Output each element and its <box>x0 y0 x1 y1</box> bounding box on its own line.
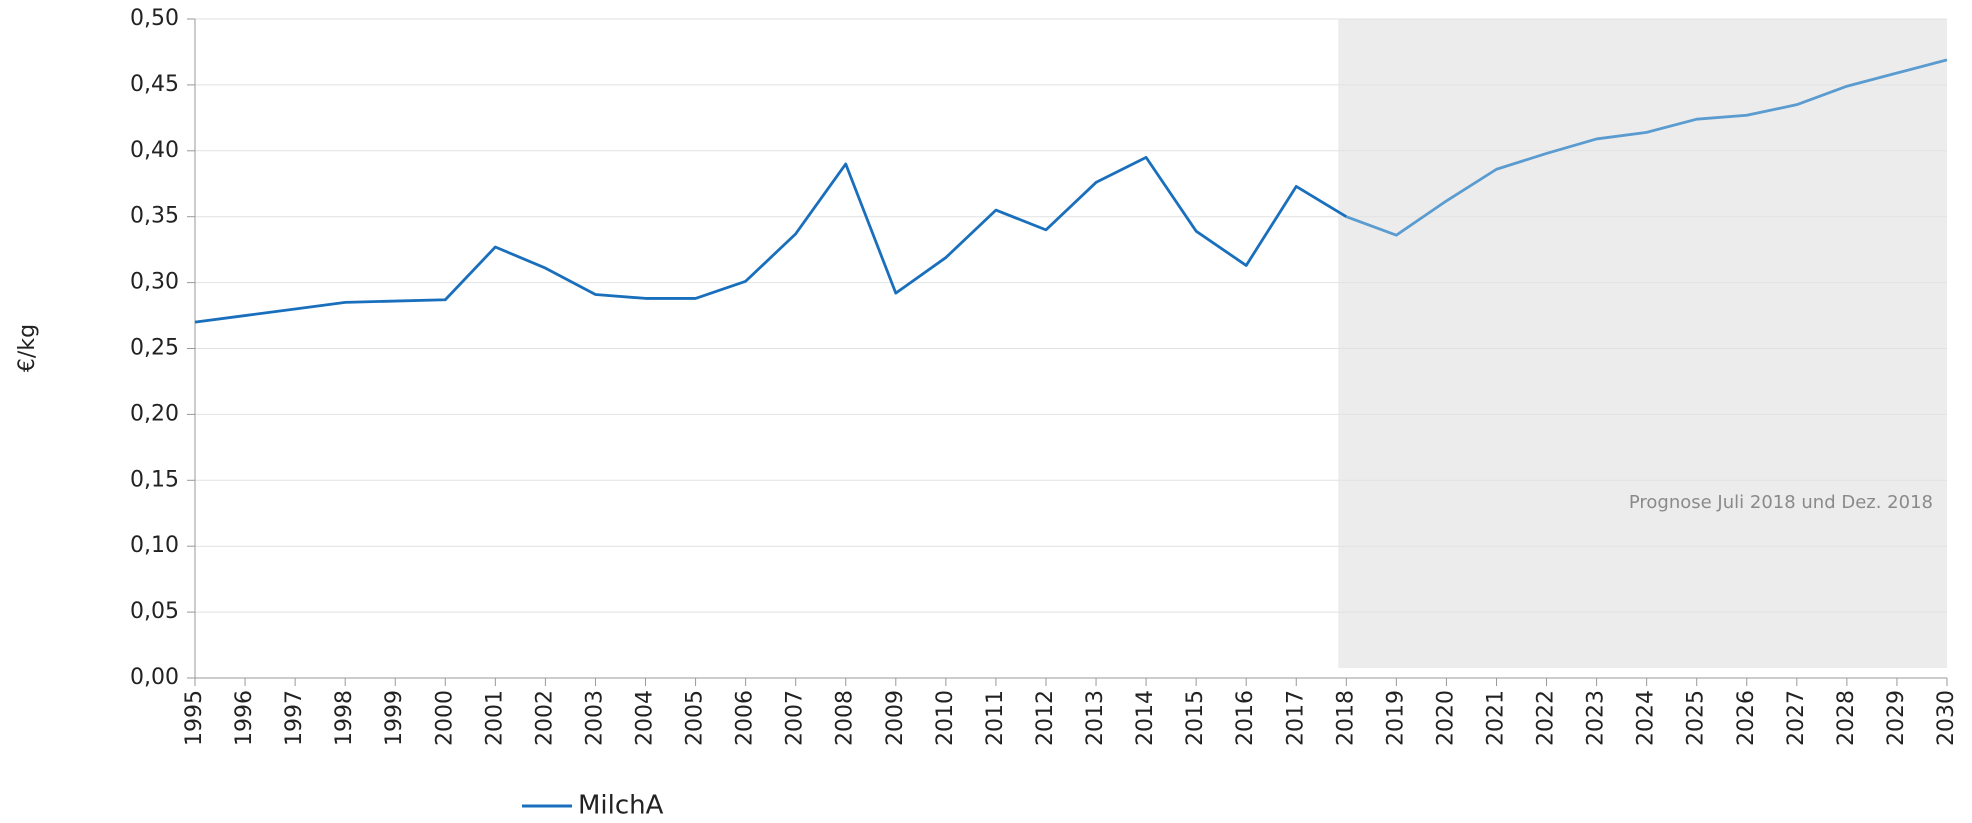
x-tick-label: 2014 <box>1133 690 1158 746</box>
x-tick-label: 2016 <box>1233 690 1258 746</box>
x-tick-label: 2005 <box>683 690 708 746</box>
x-tick-label: 2001 <box>482 690 507 746</box>
x-tick-label: 2009 <box>883 690 908 746</box>
x-tick-label: 2010 <box>933 690 958 746</box>
x-tick-label: 2002 <box>532 690 557 746</box>
annotation: Prognose Juli 2018 und Dez. 2018 <box>1629 492 1933 513</box>
x-tick-label: 2022 <box>1534 690 1559 746</box>
y-tick-label: 0,40 <box>130 138 179 163</box>
y-tick-label: 0,25 <box>130 336 179 361</box>
x-tick-label: 1998 <box>332 690 357 746</box>
x-tick-label: 2030 <box>1934 690 1959 746</box>
y-tick-label: 0,45 <box>130 72 179 97</box>
x-tick-label: 2012 <box>1033 690 1058 746</box>
x-tick-label: 2018 <box>1333 690 1358 746</box>
x-tick-label: 2029 <box>1884 690 1909 746</box>
x-tick-label: 2020 <box>1433 690 1458 746</box>
x-tick-label: 1996 <box>232 690 257 746</box>
y-tick-label: 0,15 <box>130 467 179 492</box>
x-tick-label: 2007 <box>783 690 808 746</box>
x-tick-label: 2011 <box>983 690 1008 746</box>
y-tick-label: 0,00 <box>130 665 179 690</box>
y-axis-label: €/kg <box>15 324 40 372</box>
y-tick-label: 0,10 <box>130 533 179 558</box>
x-tick-label: 2003 <box>582 690 607 746</box>
x-tick-label: 2027 <box>1784 690 1809 746</box>
line-series <box>194 155 1348 324</box>
x-tick-label: 2008 <box>833 690 858 746</box>
x-tick-label: 2000 <box>432 690 457 746</box>
forecast-region <box>1338 19 1947 668</box>
x-tick-label: 2026 <box>1734 690 1759 746</box>
x-tick-label: 1995 <box>182 690 207 746</box>
legend-label: MilchA <box>578 791 664 821</box>
x-tick-label: 2015 <box>1183 690 1208 746</box>
x-tick-label: 2023 <box>1584 690 1609 746</box>
x-tick-label: 2017 <box>1283 690 1308 746</box>
y-tick-label: 0,05 <box>130 599 179 624</box>
x-tick-label: 2013 <box>1083 690 1108 746</box>
x-tick-label: 2019 <box>1383 690 1408 746</box>
y-tick-label: 0,35 <box>130 204 179 229</box>
x-tick-label: 2004 <box>633 690 658 746</box>
x-tick-label: 2006 <box>733 690 758 746</box>
y-tick-label: 0,30 <box>130 270 179 295</box>
x-tick-label: 2021 <box>1483 690 1508 746</box>
line-series <box>1345 58 1948 237</box>
y-tick-label: 0,20 <box>130 401 179 426</box>
x-tick-label: 1999 <box>382 690 407 746</box>
x-tick-label: 2025 <box>1684 690 1709 746</box>
x-tick-label: 1997 <box>282 690 307 746</box>
x-tick-label: 2024 <box>1634 690 1659 746</box>
x-tick-label: 2028 <box>1834 690 1859 746</box>
y-tick-label: 0,50 <box>130 6 179 31</box>
